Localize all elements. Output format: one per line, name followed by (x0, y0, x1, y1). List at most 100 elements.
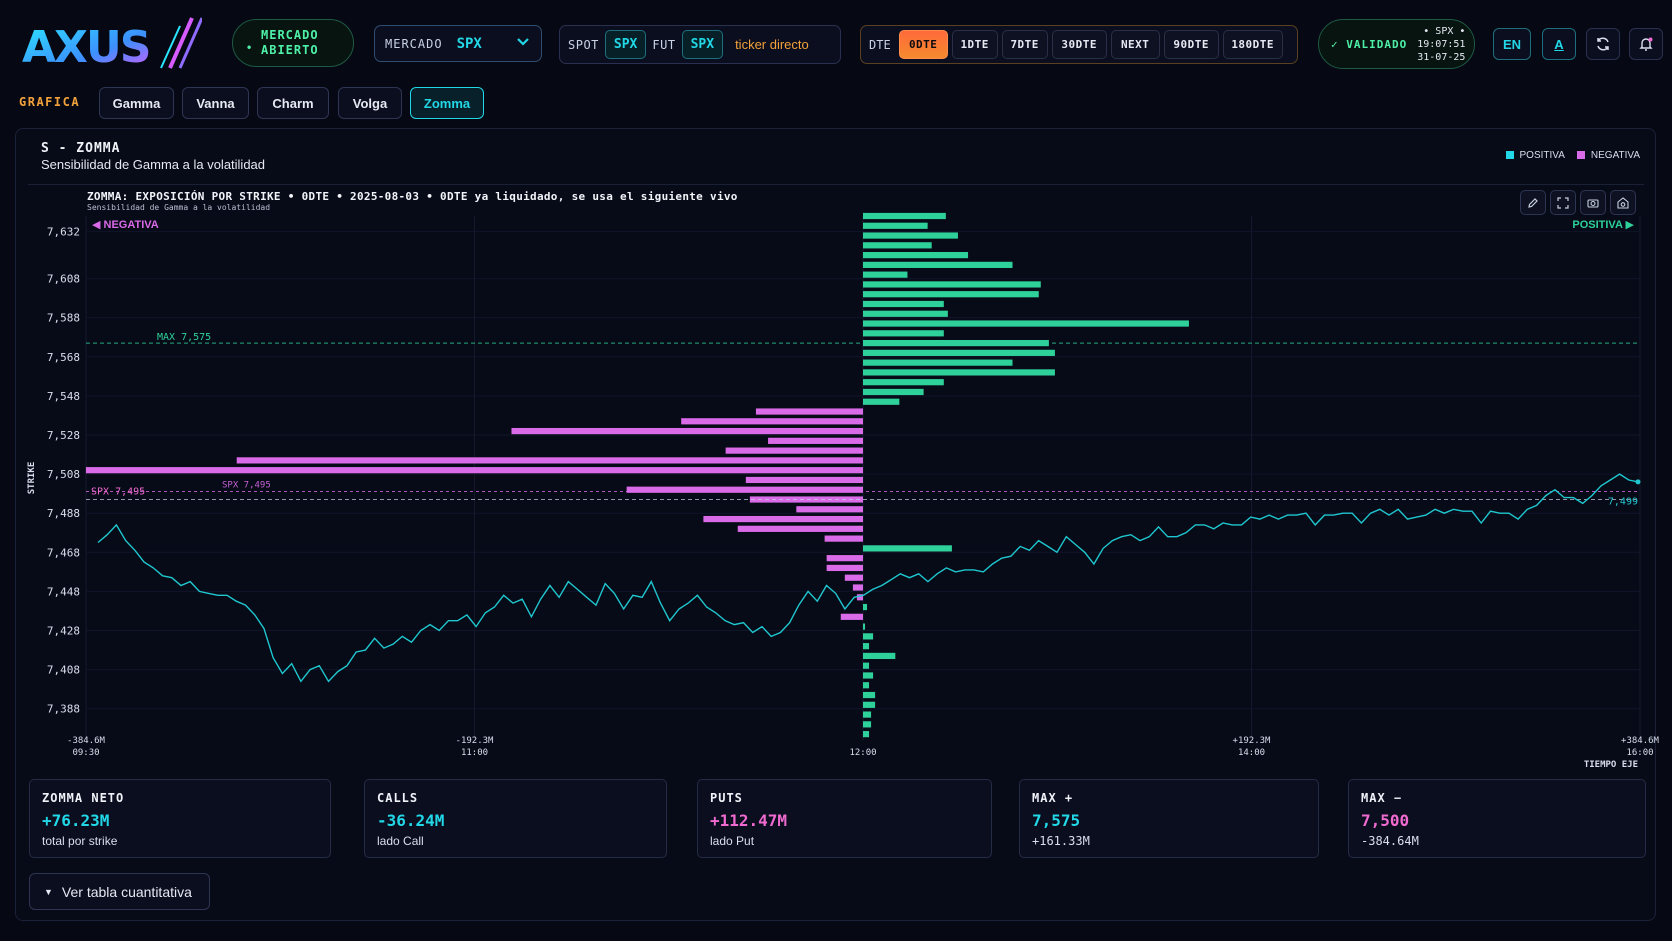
stat-value: +112.47M (710, 811, 788, 830)
spot-ticker-chip[interactable]: SPX (604, 30, 647, 59)
x-tick-exposure: +192.3M (1233, 736, 1272, 746)
pencil-icon[interactable] (1520, 190, 1546, 215)
bar-negative (749, 496, 863, 503)
bar-positive (863, 711, 872, 718)
x-tick-time: 09:30 (72, 748, 99, 758)
stat-sub: -384.64M (1361, 834, 1419, 848)
y-tick-label: 7,548 (47, 390, 80, 403)
bar-positive (863, 388, 924, 396)
x-axis-label: TIEMPO EJE (1584, 760, 1638, 770)
market-selector[interactable]: MERCADO SPX (374, 25, 542, 62)
panel-title: S - ZOMMA (41, 141, 121, 156)
logo-text: AXUS (22, 22, 149, 73)
market-status-text: MERCADO ABIERTO (261, 28, 319, 58)
bar-negative (826, 564, 863, 572)
validation-label: ✓ VALIDADO (1331, 37, 1408, 51)
bar-positive (863, 300, 944, 308)
y-tick-label: 7,632 (47, 226, 80, 239)
font-toggle-button[interactable]: A (1542, 28, 1576, 60)
tab-volga[interactable]: Volga (338, 87, 402, 119)
tab-charm[interactable]: Charm (257, 87, 329, 119)
language-button[interactable]: EN (1493, 28, 1531, 60)
axus-logo: AXUS (22, 17, 202, 73)
market-status-line1: MERCADO (261, 28, 319, 42)
bar-positive (863, 320, 1189, 327)
tab-vanna[interactable]: Vanna (182, 87, 249, 119)
bar-negative (681, 418, 863, 425)
x-tick-time: 11:00 (461, 748, 488, 758)
bar-positive (863, 691, 876, 699)
tab-zomma[interactable]: Zomma (410, 87, 484, 119)
stat-title: MAX − (1361, 791, 1403, 805)
spot-label: SPOT (568, 37, 599, 52)
bar-negative (796, 506, 863, 513)
fut-ticker-chip[interactable]: SPX (681, 30, 724, 59)
bar-negative (626, 486, 863, 493)
stat-title: PUTS (710, 791, 743, 805)
stat-value: +76.23M (42, 811, 110, 830)
y-tick-label: 7,448 (47, 585, 80, 598)
fullscreen-icon[interactable] (1550, 190, 1576, 215)
tab-gamma[interactable]: Gamma (99, 87, 174, 119)
stat-sub: +161.33M (1032, 834, 1090, 848)
fut-label: FUT (652, 37, 676, 52)
dte-option-1dte[interactable]: 1DTE (951, 30, 998, 59)
validation-symbol: • SPX • (1423, 25, 1466, 37)
ticker-source-group: SPOT SPX FUT SPX ticker directo (559, 25, 841, 64)
y-tick-label: 7,508 (47, 468, 80, 481)
dte-label: DTE (869, 37, 891, 52)
bell-icon[interactable] (1629, 28, 1663, 60)
dte-option-90dte[interactable]: 90DTE (1163, 30, 1219, 59)
y-tick-label: 7,468 (47, 546, 80, 559)
bar-positive (863, 212, 946, 220)
camera-icon[interactable] (1580, 190, 1606, 215)
bar-positive (863, 662, 870, 669)
bar-positive (863, 652, 896, 660)
bar-negative (826, 555, 863, 562)
snapshot-icon[interactable] (1610, 190, 1636, 215)
negative-side-label: ◀ NEGATIVA (92, 219, 159, 231)
bar-negative (852, 584, 863, 591)
bar-negative (725, 447, 863, 454)
bar-positive (863, 379, 944, 386)
market-status-badge: • MERCADO ABIERTO (232, 19, 354, 67)
max-strike-label: MAX 7,575 (157, 332, 211, 343)
dte-option-30dte[interactable]: 30DTE (1051, 30, 1107, 59)
bar-negative (755, 408, 863, 415)
validation-time: 19:07:51 (1417, 38, 1466, 50)
stat-card-max-positive: MAX + 7,575 +161.33M (1019, 779, 1319, 858)
bar-positive (863, 252, 969, 259)
bar-positive (863, 359, 1013, 366)
market-selector-value: SPX (456, 35, 482, 52)
market-selector-label: MERCADO (385, 36, 443, 51)
ticker-direct-link[interactable]: ticker directo (735, 37, 809, 52)
bar-positive (863, 291, 1039, 298)
bar-positive (863, 349, 1055, 356)
quant-table-toggle-button[interactable]: ▼ Ver tabla cuantitativa (29, 873, 210, 910)
dte-option-next[interactable]: NEXT (1110, 30, 1160, 59)
stat-value: 7,500 (1361, 811, 1410, 830)
bar-positive (863, 281, 1041, 288)
stat-value: 7,575 (1032, 811, 1081, 830)
y-tick-label: 7,488 (47, 507, 80, 520)
dte-option-0dte[interactable]: 0DTE (898, 30, 948, 59)
bar-positive (863, 222, 928, 229)
stat-value: -36.24M (377, 811, 445, 830)
price-last-label: 7,499 (1608, 497, 1638, 508)
stat-card-zomma-neto: ZOMMA NETO +76.23M total por strike (29, 779, 331, 858)
bar-positive (863, 232, 958, 239)
spot-marker-label: SPX 7,495 (222, 481, 271, 491)
chart-toolbar (1520, 190, 1636, 215)
validation-date: 31-07-25 (1417, 51, 1466, 63)
stat-title: CALLS (377, 791, 419, 805)
zomma-strike-chart: 7,632 7,608 7,588 7,568 7,548 7,528 7,508 7,488… (27, 212, 1660, 770)
bar-negative (840, 613, 863, 620)
bar-positive (863, 310, 948, 317)
dte-option-7dte[interactable]: 7DTE (1001, 30, 1048, 59)
refresh-icon[interactable] (1586, 28, 1620, 60)
x-tick-time: 16:00 (1626, 748, 1653, 758)
bar-negative (511, 427, 863, 435)
dte-option-180dte[interactable]: 180DTE (1222, 30, 1283, 59)
y-tick-label: 7,588 (47, 312, 80, 325)
x-tick-exposure: -192.3M (456, 736, 495, 746)
